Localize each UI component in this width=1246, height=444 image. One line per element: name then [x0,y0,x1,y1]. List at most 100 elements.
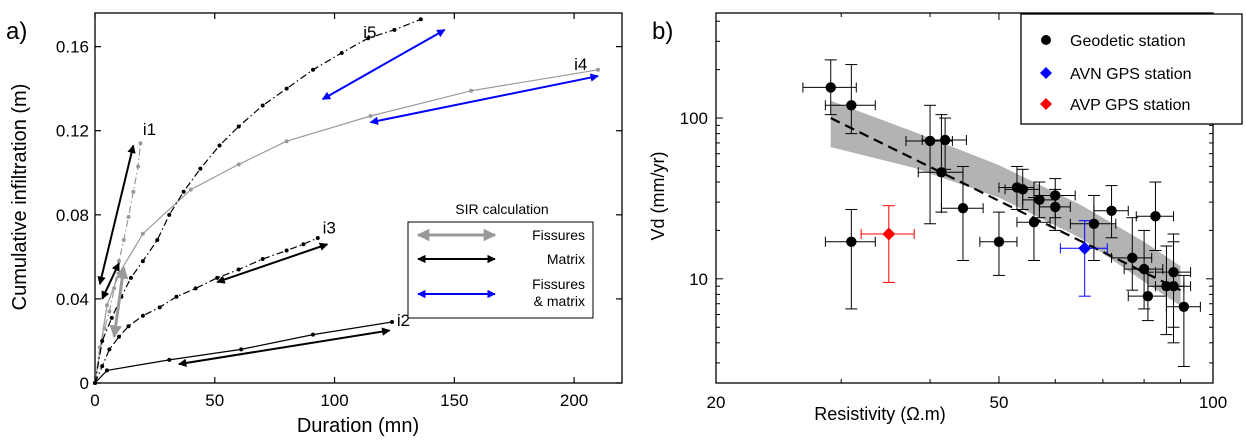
series-point-i1 [107,309,112,314]
plot-frame-a [94,12,623,384]
circle-marker [846,236,857,247]
legend-label-fissures-matrix: Fissures & matrix [532,276,585,309]
series-point-i4 [140,231,145,236]
sir-arrows-a [97,28,599,368]
series-point-i3 [100,364,105,369]
circle-marker [1138,263,1150,275]
sir-arrow [109,266,129,338]
series-point-i4 [368,114,373,119]
series-label-i4: i4 [574,55,587,74]
sir-arrow [369,73,599,125]
series-point-i5 [418,17,423,22]
y-tick-label: 0.16 [56,38,89,57]
data-point [1093,185,1129,239]
data-point [1059,220,1108,297]
series-point-i3 [215,275,220,280]
circle-marker [1028,217,1040,228]
circle-marker [924,135,936,147]
series-point-i2 [310,332,315,337]
series-line-i5 [94,18,422,384]
data-point [921,117,967,170]
circle-marker [1150,211,1161,222]
series-point-i4 [469,88,474,93]
series-point-i3 [107,347,112,352]
legend-label-avp: AVP GPS station [1070,97,1190,114]
series-point-i5 [155,238,160,243]
data-point [1135,181,1175,252]
series-point-i4 [236,162,241,167]
data-point [1111,217,1153,291]
series-point-i5 [310,67,315,72]
confidence-band-b [830,100,1181,306]
series-point-i5 [236,124,241,129]
chart-panel-b: b) 10 100 20 50 100 Resistivity (Ω.m) Vd (m… [648,12,1243,424]
series-point-i2 [104,368,109,373]
legend-marker-avn [1040,67,1052,79]
x-axis-ticks-a: 0 50 100 150 200 [90,13,588,410]
y-tick-label: 0.08 [56,206,89,225]
data-point [1038,188,1071,231]
series-point-i5 [339,50,344,55]
data-point [940,165,984,262]
series-point-i5 [140,259,145,264]
series-point-i5 [217,143,222,148]
series-point-i1 [131,189,136,194]
x-tick-label: 200 [560,391,588,410]
series-point-i5 [198,166,203,171]
sir-arrow [216,242,329,284]
y-tick-label: 10 [689,270,708,289]
circle-marker [1017,184,1028,195]
series-point-i3 [126,324,131,329]
series-point-i1 [116,259,121,264]
data-point [824,64,876,135]
data-point [998,165,1035,210]
series-label-i5: i5 [363,23,376,42]
series-point-i4 [284,139,289,144]
sir-arrow [97,144,136,286]
series-point-i3 [140,313,145,318]
series-point-i5 [181,189,186,194]
circle-marker [1106,205,1117,216]
series-point-i1 [121,238,126,243]
circle-marker [993,236,1005,247]
series-point-i2 [167,357,172,362]
y-tick-label: 100 [680,109,708,128]
legend-b: Geodetic station AVN GPS station AVP GPS… [1020,13,1243,125]
series-point-i4 [188,187,193,192]
legend-a: SIR calculation Fissures Matrix Fissures… [407,201,594,319]
fit-line [830,117,1181,292]
x-tick-label: 100 [320,391,348,410]
series-labels-a: i1 i2 i3 i4 i5 [143,23,587,330]
series-point-i3 [301,242,306,247]
x-axis-label-a: Duration (mn) [297,415,419,437]
data-point [1165,274,1201,367]
x-tick-label: 0 [90,391,99,410]
circle-marker [1127,252,1138,264]
data-point [824,208,876,310]
series-point-i3 [315,235,320,240]
x-tick-label: 20 [707,393,726,412]
x-axis-label-b: Resistivity (Ω.m) [814,404,945,424]
circle-marker [957,202,969,214]
fit-line-b [830,117,1181,292]
legend-title-a: SIR calculation [455,201,548,217]
series-point-i1 [126,214,131,219]
plot-frame-b [715,12,1214,384]
legend-box-b [1020,13,1243,125]
circle-marker [846,100,857,111]
sir-arrow [321,28,446,101]
data-points-b [802,59,1201,367]
confidence-band [830,100,1181,306]
series-label-i3: i3 [323,219,336,238]
legend-marker-avp [1040,98,1052,110]
series-label-i2: i2 [397,311,410,330]
x-tick-label: 50 [989,393,1008,412]
series-point-i3 [157,305,162,310]
series-point-i5 [260,103,265,108]
circle-marker [1168,280,1179,292]
x-axis-ticks-b: 20 50 100 [707,13,1227,412]
series-point-i3 [116,334,121,339]
data-point [905,104,953,225]
legend-label-matrix: Matrix [547,251,585,267]
